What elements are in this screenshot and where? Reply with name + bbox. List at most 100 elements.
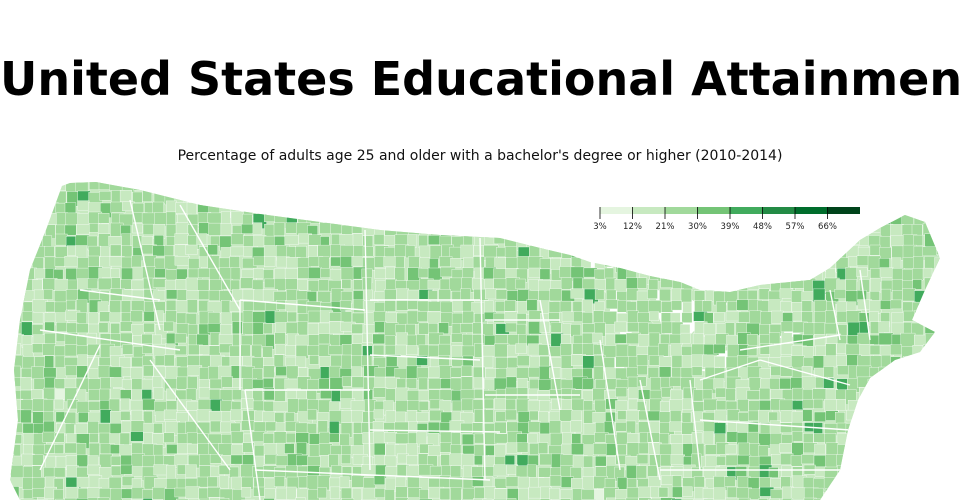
state-border-line [599, 339, 621, 471]
county-tile [496, 223, 508, 237]
county-tile [570, 420, 582, 433]
county-tile [636, 376, 647, 387]
county-tile [419, 200, 434, 216]
county-tile [10, 377, 14, 389]
county-tile [186, 400, 200, 411]
county-tile [495, 289, 508, 300]
county-tile [912, 279, 922, 290]
county-tile [592, 234, 606, 247]
county-tile [549, 367, 561, 379]
county-tile [890, 410, 906, 423]
county-tile [606, 443, 617, 456]
county-tile [659, 288, 671, 302]
county-tile [384, 300, 396, 312]
county-tile [539, 268, 551, 280]
county-tile [693, 278, 708, 289]
county-tile [825, 268, 836, 280]
county-tile [813, 322, 826, 336]
county-tile [570, 288, 585, 299]
county-tile [572, 301, 583, 314]
county-tile [804, 191, 818, 206]
county-tile [925, 313, 940, 324]
county-tile [461, 200, 477, 215]
county-tile [790, 455, 803, 467]
county-tile [99, 453, 113, 469]
county-tile [87, 497, 100, 500]
county-tile [142, 498, 153, 500]
county-tile [779, 267, 795, 282]
county-tile [219, 498, 230, 500]
county-tile [826, 189, 837, 204]
county-tile [10, 301, 12, 314]
county-tile [20, 498, 34, 500]
county-tile [637, 277, 647, 289]
county-tile [780, 301, 792, 312]
county-tile [516, 225, 530, 240]
county-tile [362, 277, 372, 292]
county-tile [240, 182, 255, 195]
county-tile [549, 202, 561, 215]
county-tile [319, 200, 330, 215]
county-tile [10, 464, 13, 476]
county-tile [439, 487, 451, 500]
county-tile [375, 182, 390, 192]
county-tile [97, 497, 110, 500]
county-tile [880, 466, 895, 479]
county-tile [627, 310, 639, 323]
county-tile [274, 182, 289, 193]
legend-swatch [600, 207, 633, 214]
county-tile [428, 200, 440, 215]
county-tile [308, 267, 322, 279]
county-tile [625, 245, 641, 260]
county-tile [748, 377, 762, 391]
county-tile [75, 182, 89, 192]
county-tile [923, 203, 935, 213]
legend-ticks: 3% 12% 21% 30% 39% 48% 57% 66% [593, 207, 837, 232]
county-tile [462, 213, 478, 226]
county-tile [934, 443, 940, 455]
county-tile [406, 455, 418, 465]
county-tile [219, 190, 234, 205]
county-tile [89, 433, 99, 443]
county-tile [947, 224, 958, 239]
legend-tick-label: 21% [656, 222, 675, 232]
county-tile [494, 478, 507, 489]
county-tile [837, 365, 850, 376]
county-tile [220, 182, 230, 196]
county-tile [924, 488, 938, 500]
county-tile [32, 411, 45, 424]
county-tile [889, 465, 903, 478]
county-tile [649, 311, 660, 321]
county-tile [747, 269, 762, 280]
legend-tick-label: 30% [688, 222, 707, 232]
county-tile [87, 343, 100, 356]
county-tile [329, 269, 343, 281]
county-tile [286, 486, 297, 500]
county-tile [12, 202, 22, 215]
state-border-line [739, 334, 841, 351]
county-tile [924, 389, 935, 405]
county-tile [670, 234, 684, 250]
county-tile [132, 191, 143, 203]
county-tile [890, 190, 905, 204]
county-tile [627, 182, 637, 192]
county-tile [945, 401, 958, 414]
county-tile [99, 311, 111, 322]
county-tile [782, 235, 797, 246]
county-tile [297, 267, 310, 279]
county-tile [813, 498, 828, 500]
county-tile [0, 246, 9, 256]
county-tile [934, 356, 940, 367]
county-tile [252, 201, 263, 216]
county-tile [614, 333, 628, 344]
county-tile [507, 212, 521, 223]
county-tile [22, 213, 35, 225]
county-tile [177, 433, 189, 446]
county-tile [935, 410, 940, 423]
county-tile [913, 366, 924, 378]
county-tile [395, 400, 409, 413]
county-tile [691, 182, 707, 194]
county-tile [331, 465, 342, 475]
county-tile [494, 213, 507, 229]
county-tile [759, 400, 771, 412]
